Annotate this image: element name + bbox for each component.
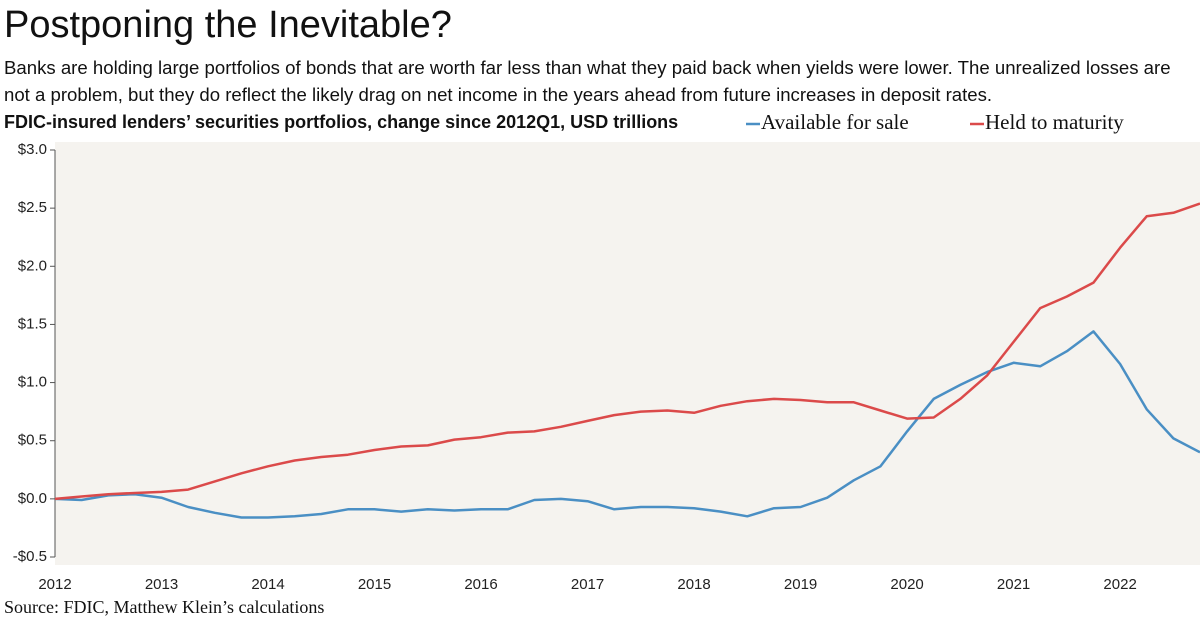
x-tick-label: 2022 [1103, 576, 1136, 593]
series-line [54, 330, 1200, 519]
series-line [54, 202, 1200, 501]
x-tick-label: 2017 [571, 576, 604, 593]
legend-label: Available for sale [761, 110, 909, 134]
x-tick-label: 2014 [251, 576, 284, 593]
x-tick-label: 2020 [890, 576, 923, 593]
legend-label: Held to maturity [985, 110, 1124, 134]
x-tick-label: 2018 [677, 576, 710, 593]
x-tick-label: 2016 [464, 576, 497, 593]
y-tick-label: $3.0 [18, 141, 47, 158]
y-tick-label: -$0.5 [13, 548, 47, 565]
y-tick-label: $2.5 [18, 199, 47, 216]
x-tick-label: 2012 [38, 576, 71, 593]
y-tick-label: $1.0 [18, 374, 47, 391]
source: Source: FDIC, Matthew Klein’s calculatio… [4, 597, 324, 617]
chart-subtitle: FDIC-insured lenders’ securities portfol… [4, 112, 678, 132]
y-tick-label: $0.5 [18, 432, 47, 449]
x-tick-label: 2021 [997, 576, 1030, 593]
y-tick-label: $1.5 [18, 315, 47, 332]
y-tick-label: $2.0 [18, 257, 47, 274]
x-tick-label: 2015 [358, 576, 391, 593]
y-tick-label: $0.0 [18, 490, 47, 507]
plot-background [55, 142, 1200, 565]
x-tick-label: 2013 [145, 576, 178, 593]
chart-title: Postponing the Inevitable? [4, 4, 452, 46]
x-tick-label: 2019 [784, 576, 817, 593]
description: Banks are holding large portfolios of bo… [4, 57, 1171, 105]
